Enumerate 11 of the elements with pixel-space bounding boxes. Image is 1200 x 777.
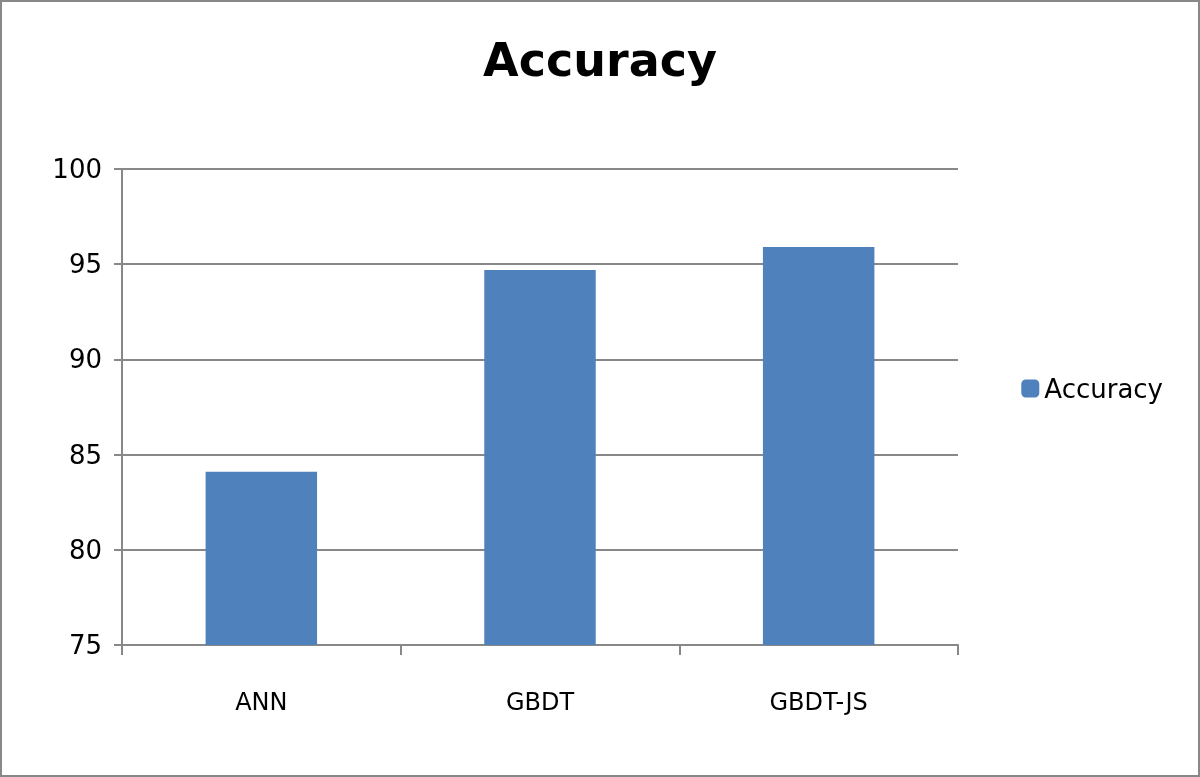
x-tick-label: ANN (235, 688, 288, 716)
x-tick-label: GBDT-JS (769, 688, 868, 716)
y-tick-label: 95 (68, 249, 102, 280)
y-tick-label: 85 (68, 439, 102, 470)
y-tick-label: 100 (52, 154, 102, 184)
x-tick-label: GBDT (505, 688, 575, 716)
legend-label: Accuracy (1044, 373, 1163, 404)
y-tick-label: 75 (68, 630, 102, 660)
chart-title: Accuracy (483, 33, 717, 87)
y-tick-label: 80 (68, 534, 102, 565)
y-tick-label: 90 (68, 344, 102, 375)
